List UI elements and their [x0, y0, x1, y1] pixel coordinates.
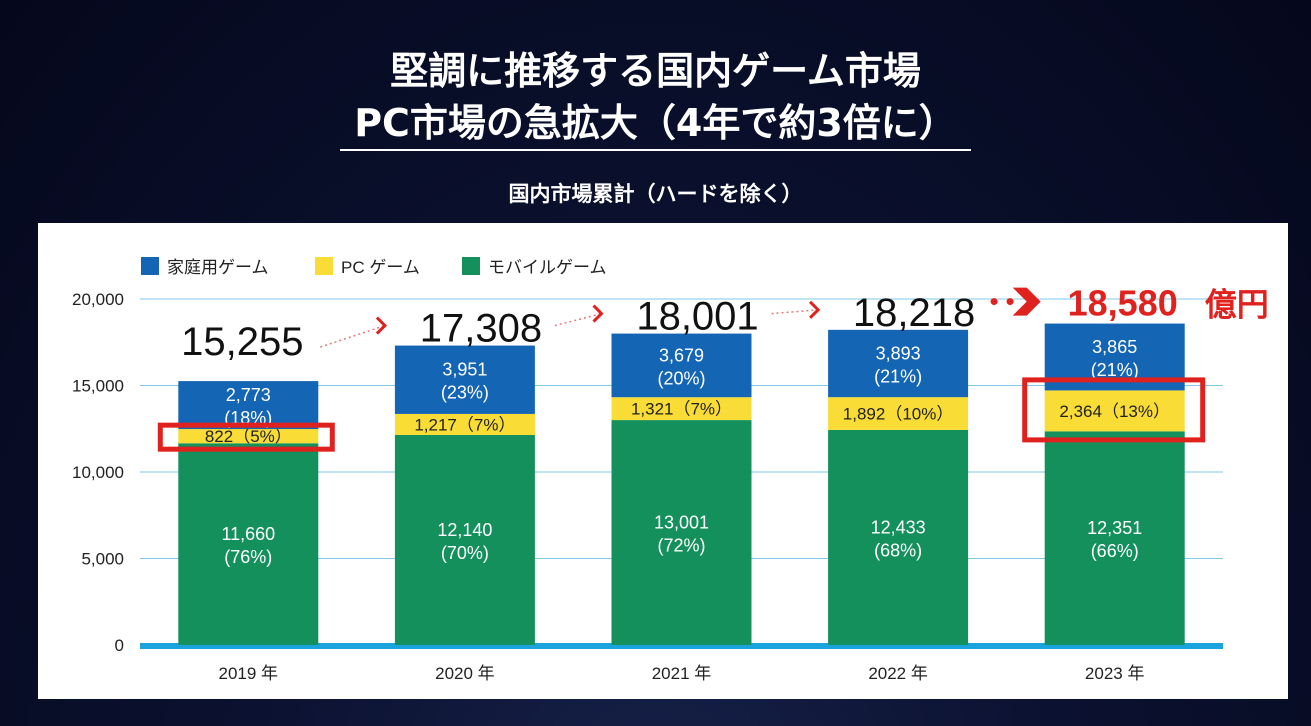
legend-label: モバイルゲーム: [488, 258, 607, 277]
segment-pc: [828, 397, 969, 430]
segment-value-label: 3,679: [659, 345, 704, 365]
segment-value-label: 3,951: [442, 360, 487, 380]
segment-percent-label: (72%): [657, 536, 705, 556]
segment-mobile: [828, 429, 969, 645]
segment-percent-label: (70%): [441, 543, 489, 563]
pc-value-label: 1,321（7%）: [631, 400, 732, 419]
total-unit-label: 億円: [1205, 287, 1269, 323]
segment-mobile: [611, 420, 752, 645]
y-tick-label: 15,000: [72, 377, 124, 396]
total-label: 18,218: [853, 291, 975, 335]
legend-label: 家庭用ゲーム: [167, 258, 269, 277]
segment-value-label: 12,140: [437, 520, 492, 540]
chart-subtitle: 国内市場累計（ハードを除く）: [508, 182, 803, 206]
title-line-1: 堅調に推移する国内ゲーム市場: [390, 49, 921, 93]
legend-swatch: [141, 257, 159, 275]
title-line-2: PC市場の急拡大（4年で約3倍に）: [0, 92, 1311, 151]
x-tick-label: 2020 年: [435, 664, 495, 683]
growth-arrow-head: [375, 316, 388, 335]
segment-value-label: 12,351: [1087, 518, 1142, 538]
total-label: 17,308: [420, 307, 542, 351]
segment-value-label: 12,433: [871, 517, 926, 537]
pc-value-label: 1,892（10%）: [843, 405, 954, 424]
growth-arrow-line: [320, 324, 386, 348]
x-axis-baseline: [140, 643, 1223, 649]
segment-percent-label: (23%): [441, 383, 489, 403]
pc-value-label: 2,364（13%）: [1059, 402, 1170, 421]
segment-mobile: [394, 434, 535, 645]
growth-arrow-head: [592, 304, 604, 323]
growth-arrow-head: [809, 300, 821, 319]
y-tick-label: 10,000: [72, 463, 124, 482]
segment-percent-label: (76%): [224, 547, 272, 567]
growth-dot: [1006, 298, 1014, 306]
segment-home-console: [611, 333, 752, 398]
segment-home-console: [828, 329, 969, 398]
segment-mobile: [1044, 431, 1185, 645]
segment-pc: [394, 413, 535, 435]
segment-percent-label: (68%): [874, 540, 922, 560]
segment-pc: [178, 429, 319, 444]
y-tick-label: 5,000: [81, 550, 124, 569]
segment-pc: [611, 397, 752, 421]
chart-panel: 0 5,000 10,000 15,000 20,000 家庭用ゲーム PC ゲーム モバイル…: [38, 223, 1288, 699]
segment-home-console: [394, 345, 535, 414]
total-label: 15,255: [181, 320, 303, 364]
x-tick-label: 2023 年: [1085, 664, 1145, 683]
segment-percent-label: (66%): [1091, 541, 1139, 561]
segment-home-console: [178, 381, 319, 430]
legend-label: PC ゲーム: [341, 258, 420, 277]
growth-dot: [990, 298, 998, 306]
segment-value-label: 3,893: [876, 344, 921, 364]
segment-value-label: 2,773: [226, 385, 271, 405]
legend-swatch: [462, 257, 480, 275]
segment-value-label: 3,865: [1092, 337, 1137, 357]
segment-percent-label: (20%): [657, 368, 705, 388]
stacked-bar-chart: 0 5,000 10,000 15,000 20,000 家庭用ゲーム PC ゲーム モバイル…: [72, 257, 1269, 683]
total-label: 18,001: [636, 295, 758, 339]
segment-pc: [1044, 390, 1185, 432]
y-tick-label: 20,000: [72, 290, 124, 309]
x-tick-label: 2019 年: [219, 664, 279, 683]
legend-swatch: [315, 257, 333, 275]
segment-mobile: [178, 443, 319, 645]
growth-arrow-head-bold: [1012, 287, 1041, 316]
highlight-box-2019: [157, 422, 335, 452]
pc-value-label: 822（5%）: [205, 427, 292, 446]
x-tick-label: 2021 年: [652, 664, 712, 683]
total-label-highlight: 18,580: [1068, 283, 1178, 324]
pc-value-label: 1,217（7%）: [414, 415, 515, 434]
growth-arrow-line: [554, 312, 602, 327]
segment-value-label: 13,001: [654, 513, 709, 533]
segment-percent-label: (21%): [874, 367, 922, 387]
highlight-box-2023: [1022, 377, 1206, 443]
growth-arrow-line: [771, 309, 819, 315]
x-tick-label: 2022 年: [868, 664, 928, 683]
segment-value-label: 11,660: [221, 524, 275, 544]
segment-percent-label: (21%): [1091, 360, 1139, 380]
title-line-2-text: PC市場の急拡大（4年で約3倍に）: [340, 101, 971, 151]
y-tick-label: 0: [115, 636, 124, 655]
